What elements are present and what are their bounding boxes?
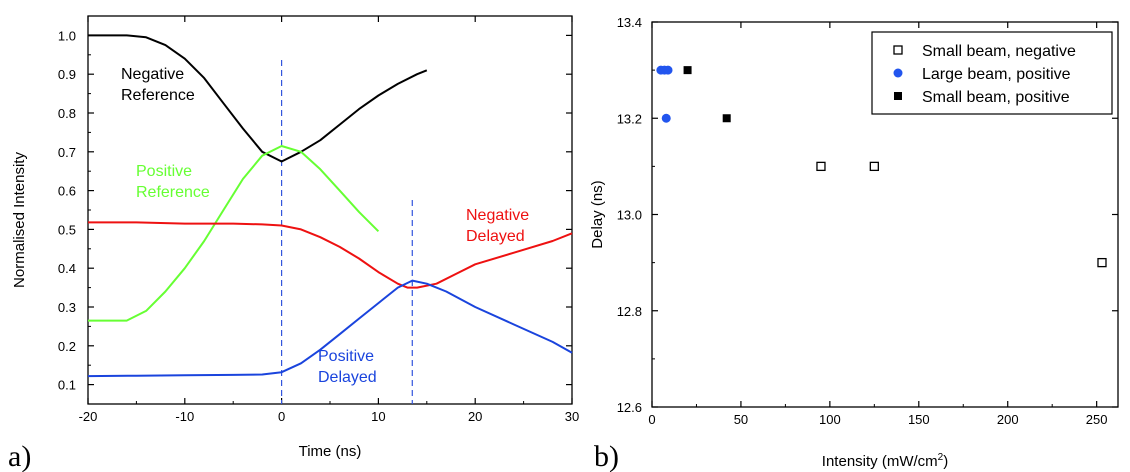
small-beam-negative-point: [816, 161, 826, 172]
negative-reference-line: [88, 34, 428, 163]
y-tick-label-a: 0.8: [58, 106, 76, 121]
x-tick-label-b: 150: [908, 412, 930, 427]
small-beam-positive-point: [683, 66, 692, 75]
x-tick-label-b: 200: [997, 412, 1019, 427]
y-tick-label-b: 13.4: [617, 15, 642, 30]
x-axis-title-a: Time (ns): [299, 443, 362, 460]
y-tick-label-a: 0.6: [58, 184, 76, 199]
series-annotation: Delayed: [318, 369, 377, 386]
large-beam-positive-point: [663, 65, 673, 75]
x-tick-label-a: -20: [79, 409, 98, 424]
series-annotation: Reference: [121, 87, 195, 104]
y-tick-label-a: 0.1: [58, 378, 76, 393]
y-tick-label-b: 12.6: [617, 400, 642, 415]
panel-label-a: a): [8, 440, 31, 472]
x-tick-label-a: 20: [468, 409, 482, 424]
y-tick-label-a: 1.0: [58, 28, 76, 43]
y-tick-label-a: 0.3: [58, 300, 76, 315]
legend-marker: [893, 68, 903, 78]
series-annotation: Reference: [136, 184, 210, 201]
x-axis-title-main: Intensity (mW/cm: [822, 453, 938, 470]
positive-reference-line: [88, 145, 380, 322]
legend-marker: [893, 45, 903, 55]
y-tick-label-b: 12.8: [617, 304, 642, 319]
x-tick-label-b: 0: [648, 412, 655, 427]
x-tick-label-a: -10: [175, 409, 194, 424]
y-axis-title-b: Delay (ns): [589, 180, 606, 248]
positive-delayed-line: [87, 279, 573, 378]
legend-box: [871, 31, 1113, 115]
legend-item-large-beam-positive: Large beam, positive: [922, 66, 1071, 83]
x-axis-title-tail: ): [943, 453, 948, 470]
x-tick-label-b: 250: [1086, 412, 1108, 427]
small-beam-negative-point: [1097, 257, 1107, 268]
series-annotation: Positive: [136, 163, 192, 180]
x-axis-title-b: Intensity (mW/cm2): [822, 452, 948, 470]
y-axis-title-a: Normalised Intensity: [11, 152, 28, 288]
y-tick-label-a: 0.4: [58, 261, 76, 276]
series-annotation: Delayed: [466, 228, 525, 245]
x-tick-label-b: 50: [734, 412, 748, 427]
legend-item-small-beam-negative: Small beam, negative: [922, 43, 1076, 60]
series-annotation: Negative: [121, 66, 184, 83]
y-tick-label-a: 0.9: [58, 67, 76, 82]
negative-delayed-line: [88, 221, 573, 289]
large-beam-positive-point: [661, 113, 671, 123]
y-tick-label-a: 0.2: [58, 339, 76, 354]
y-tick-label-b: 13.2: [617, 111, 642, 126]
x-tick-label-a: 0: [278, 409, 285, 424]
series-annotation: Positive: [318, 348, 374, 365]
panel-label-b: b): [594, 440, 619, 472]
series-annotation: Negative: [466, 207, 529, 224]
y-tick-label-a: 0.7: [58, 145, 76, 160]
legend-item-small-beam-positive: Small beam, positive: [922, 89, 1070, 106]
small-beam-negative-point: [869, 161, 879, 172]
y-tick-label-b: 13.0: [617, 208, 642, 223]
x-tick-label-a: 10: [371, 409, 385, 424]
legend-marker: [894, 92, 902, 100]
y-tick-label-a: 0.5: [58, 222, 76, 237]
x-axis-title-sup: 2: [938, 452, 944, 463]
x-tick-label-b: 100: [819, 412, 841, 427]
x-tick-label-a: 30: [565, 409, 579, 424]
small-beam-positive-point: [722, 114, 731, 123]
